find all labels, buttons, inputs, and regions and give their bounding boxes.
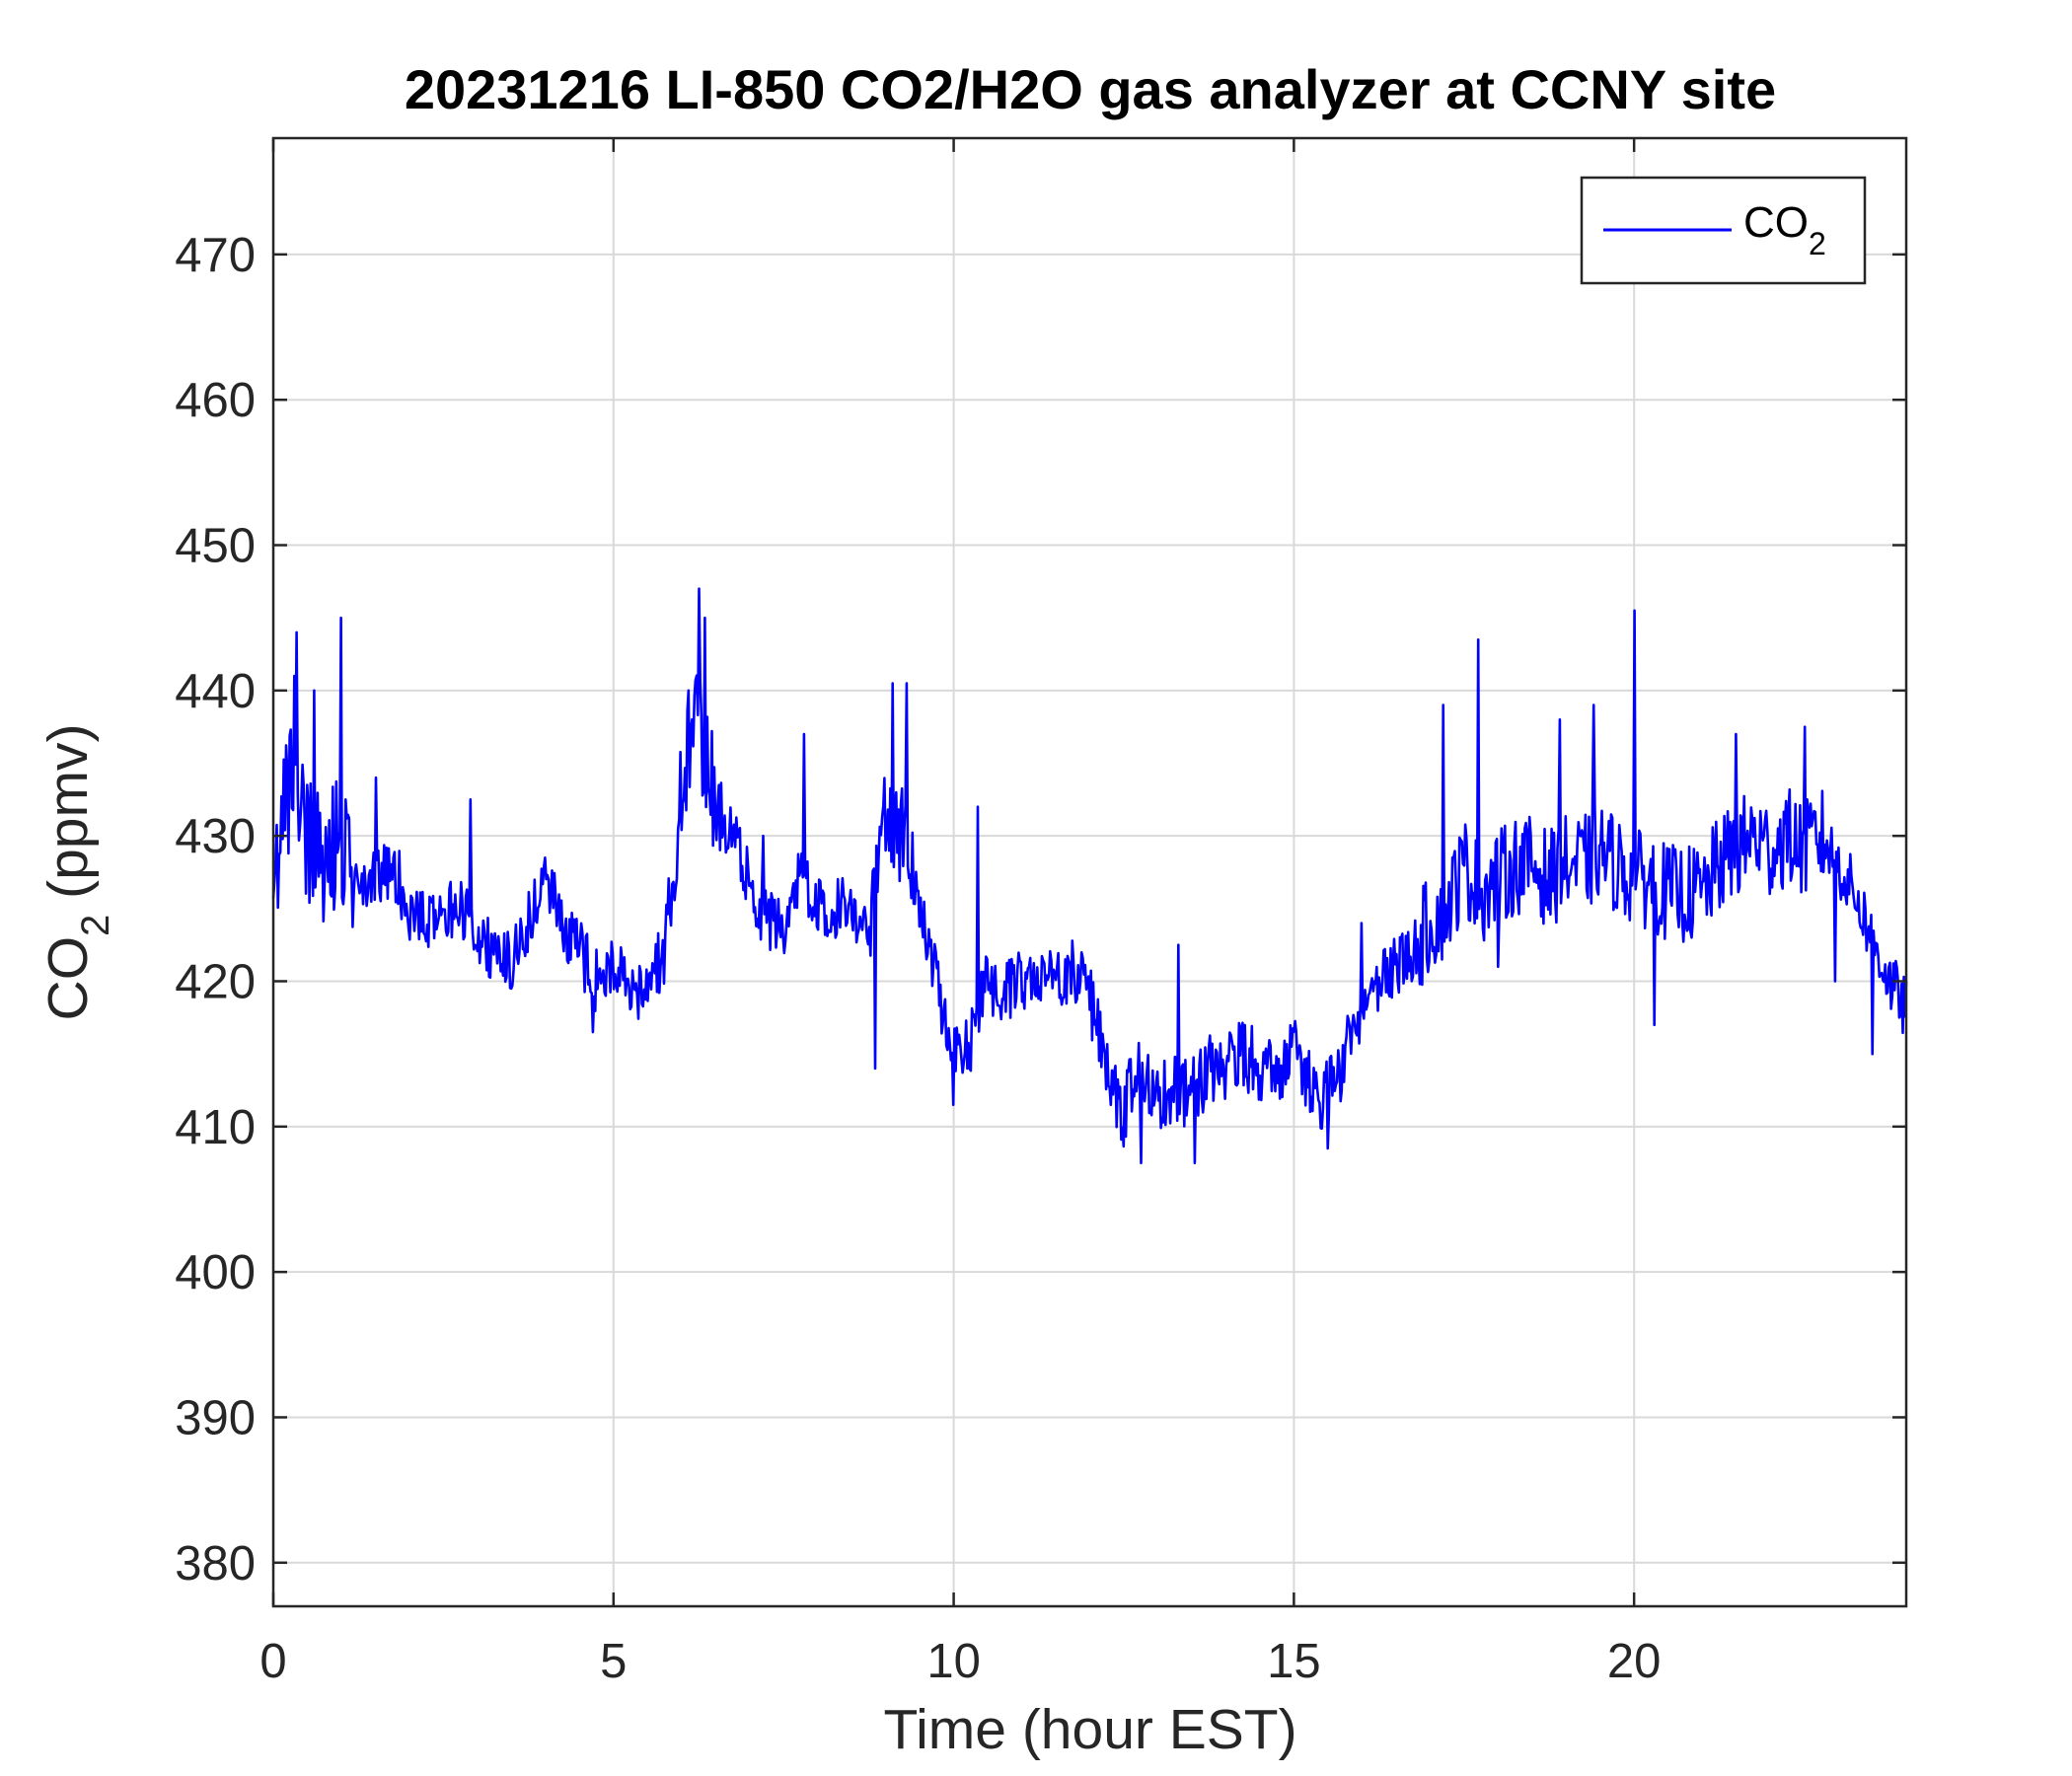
y-tick-label: 460 <box>175 374 256 427</box>
co2-series-line <box>271 587 1908 1164</box>
x-tick-label: 0 <box>259 1635 286 1688</box>
x-tick-label: 20 <box>1607 1635 1662 1688</box>
plot-frame <box>271 136 1908 1608</box>
y-tick-label: 380 <box>175 1537 256 1591</box>
chart-title: 20231216 LI-850 CO2/H2O gas analyzer at … <box>405 58 1776 120</box>
series-layer <box>271 587 1908 1164</box>
y-tick-label: 450 <box>175 520 256 573</box>
legend-entry-co2: CO2 <box>1743 198 1826 261</box>
x-tick-label: 10 <box>926 1635 981 1688</box>
x-axis-label: Time (hour EST) <box>883 1698 1296 1761</box>
x-tick-label: 15 <box>1267 1635 1321 1688</box>
legend-entry-sub: 2 <box>1809 226 1826 261</box>
x-tick-label: 5 <box>600 1635 627 1688</box>
y-tick-label: 430 <box>175 810 256 863</box>
y-tick-label: 440 <box>175 665 256 718</box>
y-tick-label: 400 <box>175 1246 256 1299</box>
axis-ticks <box>271 138 1906 1606</box>
y-tick-label: 470 <box>175 229 256 282</box>
legend: CO2 <box>1580 176 1867 285</box>
y-axis-label-rest: (ppmv) <box>37 724 100 915</box>
x-tick-labels: 0 5 10 15 20 <box>259 1635 1661 1688</box>
y-tick-labels: 380 390 400 410 420 430 440 450 460 470 <box>175 229 256 1591</box>
y-axis-label-sub: 2 <box>74 915 117 936</box>
y-axis-label-base: CO <box>37 936 100 1021</box>
y-tick-label: 420 <box>175 955 256 1008</box>
y-axis-label: CO2 (ppmv) <box>37 724 117 1021</box>
y-tick-label: 390 <box>175 1391 256 1444</box>
legend-entry-base: CO <box>1743 198 1809 247</box>
y-tick-label: 410 <box>175 1101 256 1154</box>
